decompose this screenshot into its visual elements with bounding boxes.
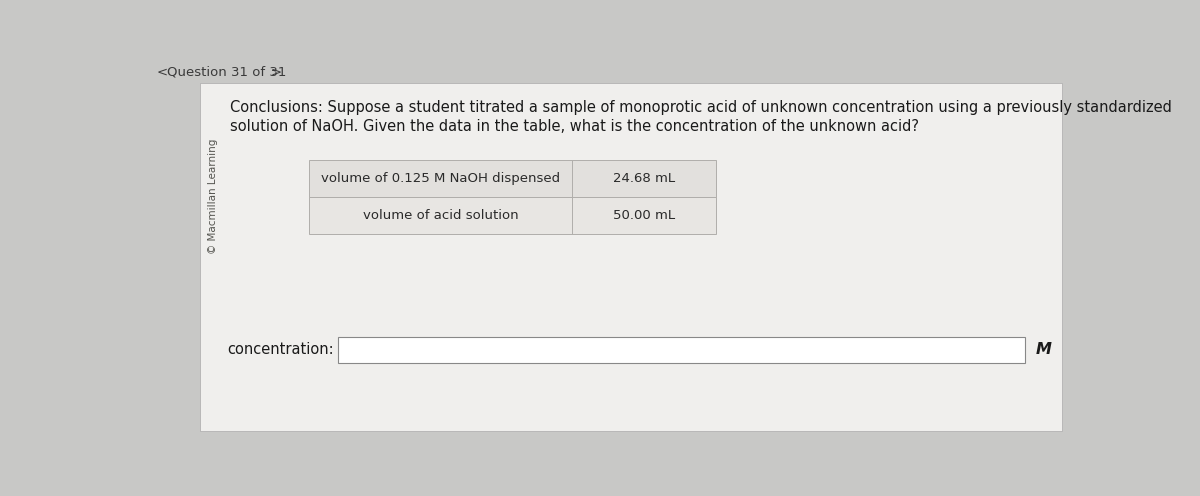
Text: <: <	[156, 65, 167, 78]
Text: 24.68 mL: 24.68 mL	[613, 172, 676, 185]
FancyBboxPatch shape	[308, 196, 715, 234]
FancyBboxPatch shape	[338, 337, 1025, 363]
FancyBboxPatch shape	[200, 83, 1062, 431]
Text: volume of acid solution: volume of acid solution	[362, 208, 518, 222]
Text: Question 31 of 31: Question 31 of 31	[167, 65, 287, 78]
FancyBboxPatch shape	[308, 160, 715, 196]
Text: >: >	[270, 65, 281, 78]
Text: solution of NaOH. Given the data in the table, what is the concentration of the : solution of NaOH. Given the data in the …	[230, 119, 919, 134]
Text: Conclusions: Suppose a student titrated a sample of monoprotic acid of unknown c: Conclusions: Suppose a student titrated …	[230, 100, 1171, 115]
Text: 50.00 mL: 50.00 mL	[613, 208, 676, 222]
Text: M: M	[1036, 342, 1051, 357]
Text: volume of 0.125 M NaOH dispensed: volume of 0.125 M NaOH dispensed	[322, 172, 560, 185]
Text: concentration:: concentration:	[228, 342, 334, 357]
Text: © Macmillan Learning: © Macmillan Learning	[208, 139, 217, 254]
